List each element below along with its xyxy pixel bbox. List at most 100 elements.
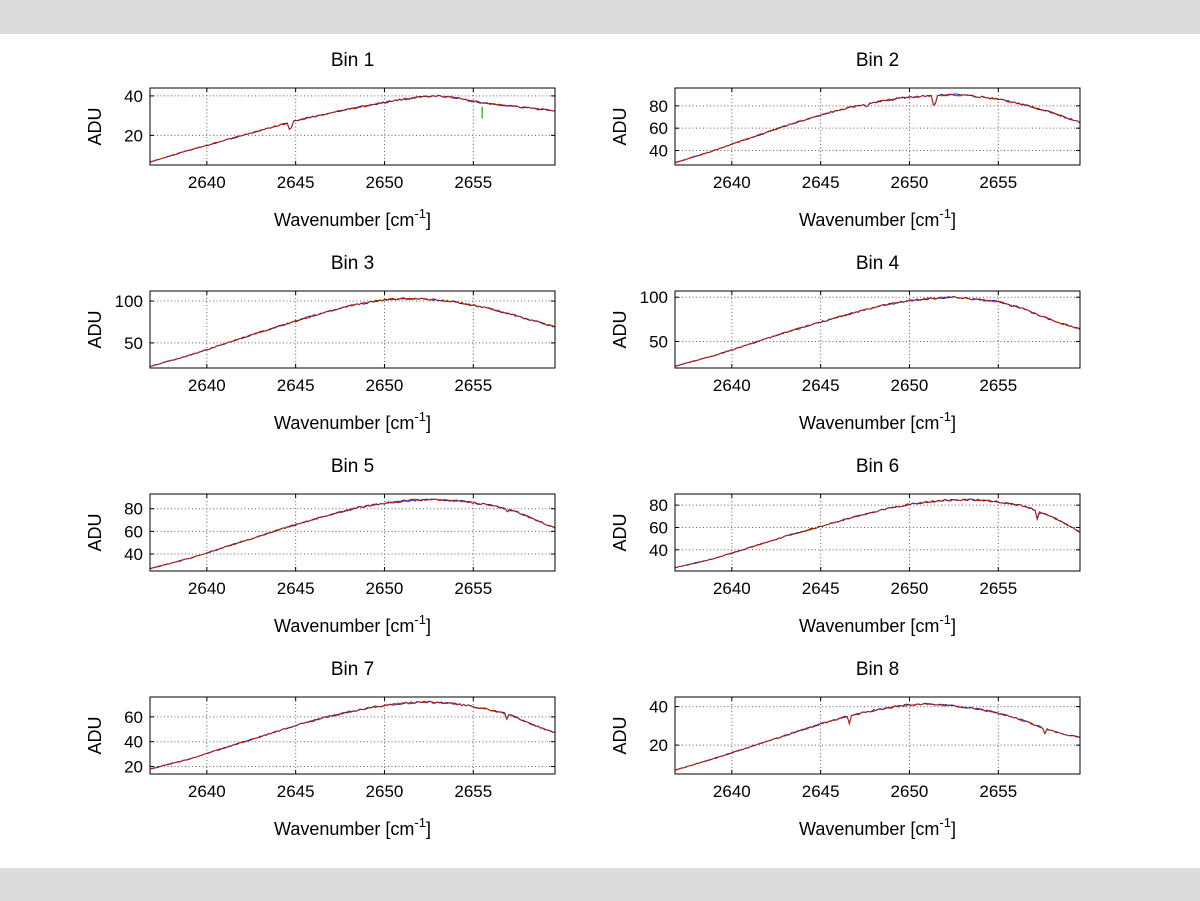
x-tick-label: 2645 [277, 579, 315, 598]
x-tick-label: 2650 [891, 579, 929, 598]
y-tick-label: 40 [124, 87, 143, 106]
y-tick-label: 80 [124, 500, 143, 519]
figure-bottom-border [0, 868, 1200, 901]
x-tick-label: 2645 [277, 376, 315, 395]
x-tick-label: 2650 [366, 376, 404, 395]
x-tick-label: 2645 [802, 782, 840, 801]
spectrum-line-underlay [675, 498, 1080, 569]
x-axis-label-exponent: -1 [414, 206, 426, 221]
spectrum-line [675, 702, 1080, 771]
x-axis-label-base: Wavenumber [cm [799, 616, 939, 636]
spectrum-line-underlay [675, 702, 1080, 771]
x-tick-label: 2650 [891, 173, 929, 192]
y-tick-label: 40 [649, 141, 668, 160]
y-tick-label: 20 [124, 758, 143, 777]
plot-title: Bin 8 [856, 659, 899, 680]
x-tick-label: 2640 [188, 579, 226, 598]
y-tick-label: 100 [115, 292, 143, 311]
x-axis-label: Wavenumber [cm-1] [274, 206, 431, 230]
figure-top-border [0, 0, 1200, 34]
spectrum-line [675, 93, 1080, 163]
x-axis-label: Wavenumber [cm-1] [799, 206, 956, 230]
y-tick-label: 50 [649, 332, 668, 351]
y-axis-label: ADU [85, 513, 105, 551]
x-tick-label: 2655 [454, 173, 492, 192]
y-axis-label: ADU [610, 513, 630, 551]
subplot-bin-6: 2640 2645 2650 2655 40 60 80 Bin 6 ADU Wavenumber… [580, 446, 1105, 649]
plot-title: Bin 5 [331, 456, 374, 477]
plot-svg-bin-3: 2640 2645 2650 2655 50 100 Bin 3 ADU Wavenumber … [85, 253, 556, 433]
subplot-bin-8: 2640 2645 2650 2655 20 40 Bin 8 ADU Wavenumber [… [580, 649, 1105, 852]
x-tick-label: 2640 [713, 376, 751, 395]
spectrum-line [150, 297, 555, 367]
x-tick-label: 2640 [713, 579, 751, 598]
x-tick-label: 2655 [979, 782, 1017, 801]
x-tick-label: 2650 [366, 579, 404, 598]
x-axis-label: Wavenumber [cm-1] [799, 815, 956, 839]
plot-svg-bin-4: 2640 2645 2650 2655 50 100 Bin 4 ADU Wavenumber … [610, 253, 1081, 433]
x-axis-label-close: ] [426, 819, 431, 839]
y-tick-label: 60 [649, 119, 668, 138]
plot-title: Bin 1 [331, 50, 374, 71]
x-axis-label-close: ] [426, 616, 431, 636]
x-axis-label-close: ] [951, 210, 956, 230]
axes-box [149, 290, 556, 369]
x-axis-label-close: ] [951, 616, 956, 636]
x-axis-label-base: Wavenumber [cm [799, 210, 939, 230]
spectrum-line [150, 94, 555, 163]
x-tick-label: 2645 [802, 376, 840, 395]
plot-svg-bin-5: 2640 2645 2650 2655 40 60 80 Bin 5 ADU Wavenumber… [85, 456, 556, 636]
x-axis-label-close: ] [951, 413, 956, 433]
x-tick-label: 2650 [366, 173, 404, 192]
y-axis-label: ADU [85, 716, 105, 754]
figure-canvas: 2640 2645 2650 2655 20 40 Bin 1 ADU Wavenumber [… [55, 40, 1105, 852]
x-tick-label: 2655 [979, 579, 1017, 598]
x-axis-label-base: Wavenumber [cm [799, 819, 939, 839]
x-axis-label: Wavenumber [cm-1] [274, 612, 431, 636]
plot-svg-bin-8: 2640 2645 2650 2655 20 40 Bin 8 ADU Wavenumber [… [610, 659, 1081, 839]
y-axis-label: ADU [610, 107, 630, 145]
y-tick-label: 80 [649, 97, 668, 116]
y-tick-label: 40 [124, 733, 143, 752]
y-tick-label: 60 [649, 518, 668, 537]
y-tick-label: 80 [649, 496, 668, 515]
x-tick-label: 2655 [454, 376, 492, 395]
spectrum-line [150, 700, 555, 770]
plot-title: Bin 7 [331, 659, 374, 680]
x-axis-label-base: Wavenumber [cm [274, 819, 414, 839]
x-axis-label-exponent: -1 [414, 815, 426, 830]
x-tick-label: 2655 [454, 579, 492, 598]
y-axis-label: ADU [610, 310, 630, 348]
subplot-bin-4: 2640 2645 2650 2655 50 100 Bin 4 ADU Wavenumber … [580, 243, 1105, 446]
plot-title: Bin 6 [856, 456, 899, 477]
x-axis-label-exponent: -1 [939, 815, 951, 830]
x-tick-label: 2640 [713, 173, 751, 192]
x-axis-label-base: Wavenumber [cm [274, 413, 414, 433]
x-axis-label: Wavenumber [cm-1] [799, 612, 956, 636]
x-axis-label-close: ] [426, 210, 431, 230]
subplot-bin-1: 2640 2645 2650 2655 20 40 Bin 1 ADU Wavenumber [… [55, 40, 580, 243]
spectrum-line [675, 295, 1080, 367]
x-axis-label-exponent: -1 [414, 409, 426, 424]
plot-title: Bin 3 [331, 253, 374, 274]
y-tick-label: 60 [124, 708, 143, 727]
axes-box [149, 696, 556, 775]
y-tick-label: 60 [124, 522, 143, 541]
y-axis-label: ADU [85, 107, 105, 145]
axes-box [674, 87, 1081, 166]
plot-svg-bin-1: 2640 2645 2650 2655 20 40 Bin 1 ADU Wavenumber [… [85, 50, 556, 230]
subplot-bin-3: 2640 2645 2650 2655 50 100 Bin 3 ADU Wavenumber … [55, 243, 580, 446]
x-axis-label-exponent: -1 [939, 206, 951, 221]
spectrum-line [150, 498, 555, 570]
plot-svg-bin-7: 2640 2645 2650 2655 20 40 60 Bin 7 ADU Wavenumber… [85, 659, 556, 839]
x-tick-label: 2645 [802, 579, 840, 598]
x-tick-label: 2650 [891, 376, 929, 395]
y-tick-label: 20 [124, 126, 143, 145]
y-tick-label: 40 [649, 698, 668, 717]
axes-box [674, 696, 1081, 775]
y-tick-label: 100 [640, 288, 668, 307]
x-axis-label-base: Wavenumber [cm [274, 210, 414, 230]
x-tick-label: 2655 [979, 173, 1017, 192]
plot-svg-bin-2: 2640 2645 2650 2655 40 60 80 Bin 2 ADU Wavenumber… [610, 50, 1081, 230]
spectrum-line [675, 498, 1080, 568]
